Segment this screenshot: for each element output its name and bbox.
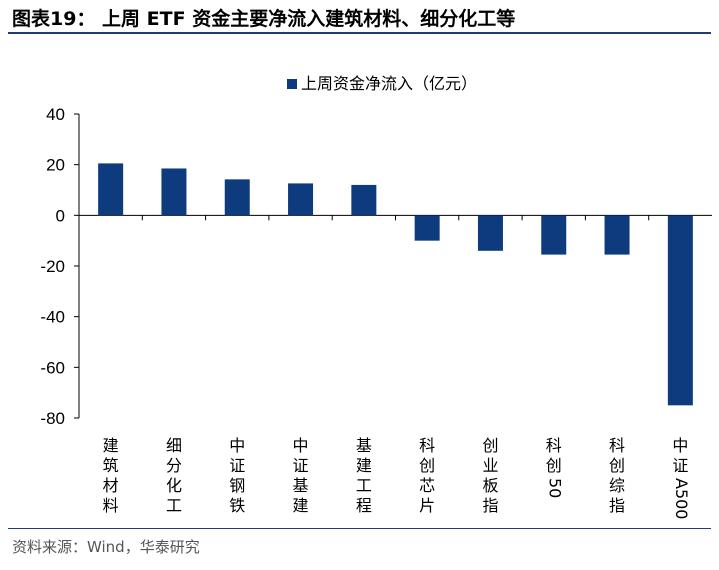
y-tick-label: 40 bbox=[46, 105, 65, 124]
legend-swatch bbox=[287, 79, 297, 89]
y-tick-label: -40 bbox=[40, 308, 65, 327]
svg-text:材: 材 bbox=[103, 476, 119, 495]
svg-text:中: 中 bbox=[293, 436, 309, 455]
y-tick-label: -20 bbox=[40, 257, 65, 276]
svg-text:创: 创 bbox=[419, 456, 435, 475]
svg-text:化: 化 bbox=[166, 476, 182, 495]
svg-text:综: 综 bbox=[609, 476, 625, 495]
svg-text:钢: 钢 bbox=[229, 476, 245, 495]
svg-text:中: 中 bbox=[672, 436, 688, 455]
svg-text:芯: 芯 bbox=[419, 476, 435, 495]
svg-text:片: 片 bbox=[419, 496, 435, 515]
svg-text:创: 创 bbox=[609, 456, 625, 475]
svg-text:科: 科 bbox=[419, 436, 435, 455]
footer-divider bbox=[8, 528, 711, 529]
source-note: 资料来源：Wind，华泰研究 bbox=[12, 538, 200, 556]
title-divider bbox=[8, 32, 711, 34]
svg-text:指: 指 bbox=[482, 496, 498, 515]
svg-text:分: 分 bbox=[166, 456, 182, 475]
legend-label: 上周资金净流入（亿元） bbox=[301, 74, 477, 93]
svg-text:基: 基 bbox=[293, 476, 309, 495]
x-category-label: 建筑材料 bbox=[103, 436, 119, 515]
svg-text:工: 工 bbox=[166, 496, 182, 515]
svg-text:科: 科 bbox=[609, 436, 625, 455]
bar-1 bbox=[98, 163, 124, 216]
x-category-label: 中证 A500 bbox=[672, 436, 691, 519]
bar-10 bbox=[667, 215, 693, 406]
svg-text:铁: 铁 bbox=[229, 496, 245, 515]
svg-text:建: 建 bbox=[356, 456, 372, 475]
svg-text:创: 创 bbox=[482, 436, 498, 455]
bar-chart: 40200-20-40-60-80建筑材料细分化工中证钢铁中证基建基建工程科创芯… bbox=[40, 74, 712, 519]
svg-text:创: 创 bbox=[546, 456, 562, 475]
x-category-label: 细分化工 bbox=[166, 436, 182, 515]
chart-title: 图表19： 上周 ETF 资金主要净流入建筑材料、细分化工等 bbox=[12, 8, 516, 30]
svg-text:50: 50 bbox=[545, 478, 564, 498]
y-tick-label: 0 bbox=[56, 206, 65, 225]
svg-text:指: 指 bbox=[609, 496, 625, 515]
svg-text:证: 证 bbox=[672, 456, 688, 475]
svg-text:中: 中 bbox=[229, 436, 245, 455]
bar-5 bbox=[351, 184, 377, 216]
svg-text:建: 建 bbox=[103, 436, 119, 455]
bar-3 bbox=[224, 179, 250, 216]
svg-text:证: 证 bbox=[229, 456, 245, 475]
svg-text:料: 料 bbox=[103, 496, 119, 515]
svg-text:筑: 筑 bbox=[103, 456, 119, 475]
y-tick-label: -60 bbox=[40, 358, 65, 377]
svg-text:基: 基 bbox=[356, 436, 372, 455]
svg-text:A500: A500 bbox=[672, 478, 691, 519]
svg-text:证: 证 bbox=[293, 456, 309, 475]
bar-8 bbox=[541, 215, 567, 255]
bar-9 bbox=[604, 215, 630, 255]
bar-2 bbox=[161, 168, 187, 216]
svg-text:建: 建 bbox=[293, 496, 309, 515]
bar-6 bbox=[414, 215, 440, 241]
svg-text:科: 科 bbox=[546, 436, 562, 455]
svg-text:细: 细 bbox=[166, 436, 182, 455]
y-tick-label: 20 bbox=[46, 156, 65, 175]
svg-text:业: 业 bbox=[482, 456, 498, 475]
svg-text:板: 板 bbox=[482, 476, 498, 495]
svg-text:程: 程 bbox=[356, 496, 372, 515]
bar-4 bbox=[288, 183, 314, 216]
bar-7 bbox=[477, 215, 503, 251]
svg-text:工: 工 bbox=[356, 476, 372, 495]
y-tick-label: -80 bbox=[40, 409, 65, 428]
x-category-label: 科创 50 bbox=[545, 436, 564, 498]
